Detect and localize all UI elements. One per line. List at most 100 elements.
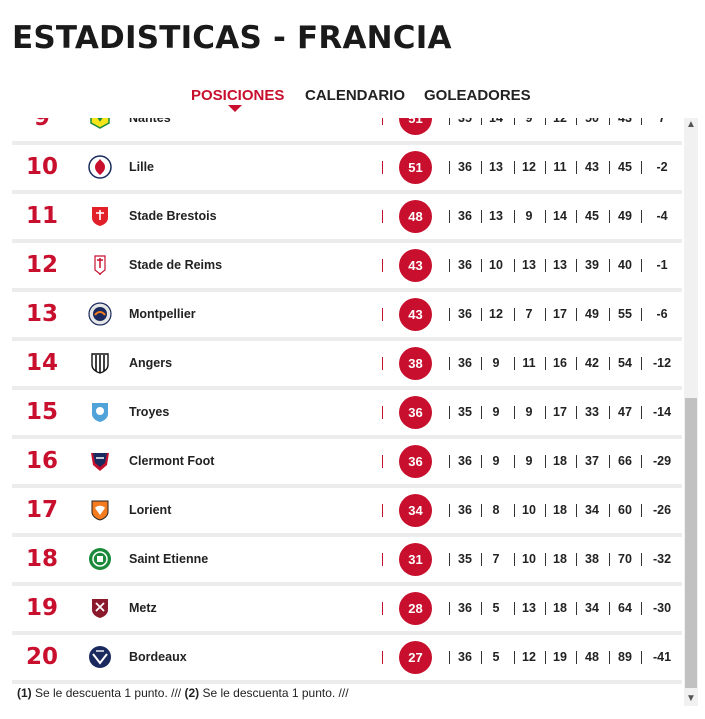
saint-etienne-logo (88, 547, 112, 571)
row-position: 16 (25, 448, 58, 474)
team-name[interactable]: Lorient (129, 503, 172, 517)
stat-pg: 13 (489, 160, 503, 174)
stat-divider (514, 259, 515, 272)
table-row: 19 Metz 28 36 5 13 18 34 64 -30 (12, 586, 682, 635)
stat-pg: 10 (489, 258, 503, 272)
team-name[interactable]: Montpellier (129, 307, 196, 321)
team-name[interactable]: Stade de Reims (129, 258, 223, 272)
stat-gc: 89 (618, 650, 632, 664)
table-row: 15 Troyes 36 35 9 9 17 33 47 -14 (12, 390, 682, 439)
stat-gc: 47 (618, 405, 632, 419)
stat-gc: 55 (618, 307, 632, 321)
stat-divider (481, 602, 482, 615)
stat-pg: 9 (492, 454, 500, 468)
team-name[interactable]: Clermont Foot (129, 454, 215, 468)
stat-pg: 13 (489, 209, 503, 223)
stat-divider (576, 259, 577, 272)
tab-calendario[interactable]: CALENDARIO (305, 87, 405, 104)
table-row: 16 Clermont Foot 36 36 9 9 18 37 66 -29 (12, 439, 682, 488)
stat-divider (641, 455, 642, 468)
stat-pp: 14 (553, 209, 567, 223)
team-name[interactable]: Stade Brestois (129, 209, 217, 223)
scroll-up-icon[interactable]: ▲ (686, 119, 696, 130)
stat-divider (609, 259, 610, 272)
tab-goleadores[interactable]: GOLEADORES (424, 87, 531, 104)
points-badge: 51 (399, 118, 432, 135)
stat-pj: 36 (458, 650, 472, 664)
points-divider (382, 118, 383, 125)
stat-divider (514, 602, 515, 615)
stat-pp: 18 (553, 552, 567, 566)
troyes-logo (88, 400, 112, 424)
points-badge: 36 (399, 445, 432, 478)
team-name[interactable]: Metz (129, 601, 157, 615)
stat-divider (545, 118, 546, 125)
stat-divider (449, 406, 450, 419)
stat-divider (449, 308, 450, 321)
stat-pe: 10 (522, 552, 536, 566)
nantes-logo (88, 118, 112, 130)
stat-gc: 43 (618, 118, 632, 125)
stat-pe: 9 (525, 209, 533, 223)
row-position: 11 (25, 203, 58, 229)
note-1-number: (1) (17, 686, 32, 700)
scroll-thumb[interactable] (685, 398, 697, 688)
team-name[interactable]: Angers (129, 356, 173, 370)
stat-dif: -4 (656, 209, 668, 223)
table-row: 12 Stade de Reims 43 36 10 13 13 39 40 -1 (12, 243, 682, 292)
team-name[interactable]: Bordeaux (129, 650, 187, 664)
stat-divider (545, 406, 546, 419)
stat-pp: 12 (553, 118, 567, 125)
scroll-down-icon[interactable]: ▼ (686, 693, 696, 704)
table-scrollbar[interactable]: ▲ ▼ (684, 118, 698, 706)
stat-pp: 11 (553, 160, 567, 174)
stat-divider (641, 651, 642, 664)
stat-divider (514, 504, 515, 517)
stat-divider (609, 504, 610, 517)
points-divider (382, 308, 383, 321)
stat-divider (514, 406, 515, 419)
standings-rows: 9 Nantes 51 35 14 9 12 50 43 7 10 Lille 51 36 13 12 11 43… (12, 118, 682, 684)
team-name[interactable]: Lille (129, 160, 155, 174)
stat-pj: 36 (458, 601, 472, 615)
stat-divider (514, 553, 515, 566)
stat-gf: 33 (585, 405, 599, 419)
points-divider (382, 553, 383, 566)
stat-divider (641, 406, 642, 419)
stat-divider (481, 357, 482, 370)
stat-divider (609, 118, 610, 125)
clermont-logo (88, 449, 112, 473)
stat-dif: -41 (652, 650, 672, 664)
stat-divider (481, 118, 482, 125)
stat-pj: 36 (458, 503, 472, 517)
stat-dif: -12 (652, 356, 672, 370)
table-row: 17 Lorient 34 36 8 10 18 34 60 -26 (12, 488, 682, 537)
stat-divider (514, 118, 515, 125)
stat-divider (576, 161, 577, 174)
team-name[interactable]: Troyes (129, 405, 170, 419)
stat-divider (609, 308, 610, 321)
points-badge: 27 (399, 641, 432, 674)
team-name[interactable]: Saint Etienne (129, 552, 209, 566)
stat-pp: 16 (553, 356, 567, 370)
team-name[interactable]: Nantes (129, 118, 171, 125)
stat-pj: 36 (458, 356, 472, 370)
montpellier-logo (88, 302, 112, 326)
stat-pe: 9 (525, 454, 533, 468)
stat-divider (545, 210, 546, 223)
stat-gc: 64 (618, 601, 632, 615)
table-row: 13 Montpellier 43 36 12 7 17 49 55 -6 (12, 292, 682, 341)
stat-divider (641, 161, 642, 174)
stat-pe: 12 (522, 650, 536, 664)
stat-divider (449, 553, 450, 566)
stat-gc: 49 (618, 209, 632, 223)
standings-table[interactable]: 9 Nantes 51 35 14 9 12 50 43 7 10 Lille 51 36 13 12 11 43… (12, 118, 682, 686)
stat-divider (576, 455, 577, 468)
lorient-logo (88, 498, 112, 522)
row-position: 17 (25, 497, 58, 523)
stat-divider (576, 210, 577, 223)
tab-posiciones[interactable]: POSICIONES (191, 87, 285, 104)
table-row: 11 Stade Brestois 48 36 13 9 14 45 49 -4 (12, 194, 682, 243)
stat-divider (545, 651, 546, 664)
stat-dif: -29 (652, 454, 672, 468)
